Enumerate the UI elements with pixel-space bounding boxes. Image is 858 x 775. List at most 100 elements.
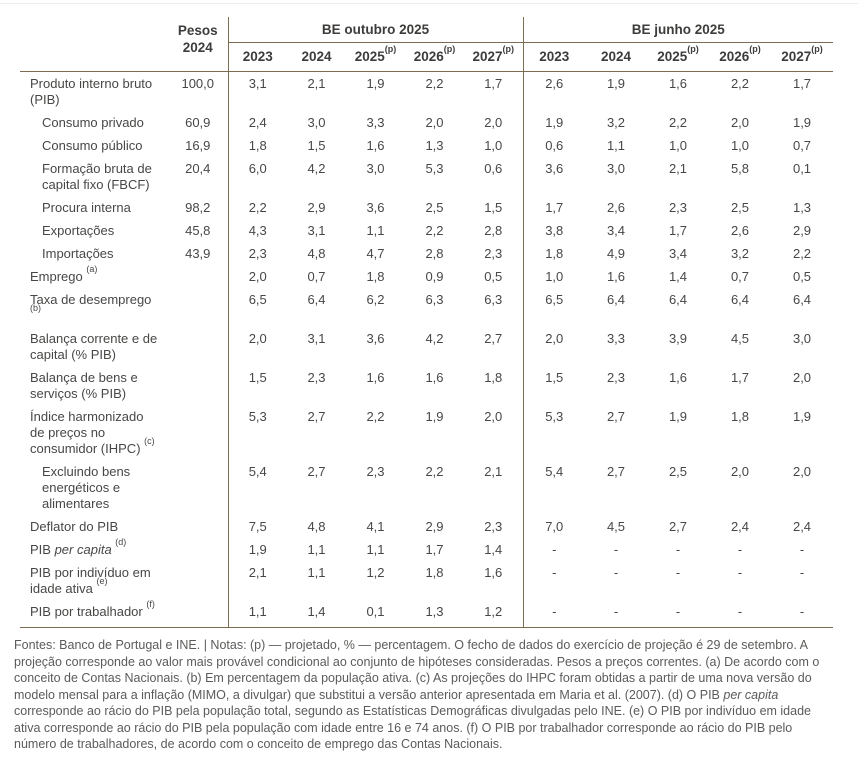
row-label: Balança de bens e serviços (% PIB) [30, 370, 138, 401]
projections-report: Pesos 2024 BE outubro 2025 BE junho 2025… [0, 4, 858, 753]
value-outubro-2026: 2,2 [425, 223, 444, 238]
value-junho-2025: - [675, 565, 681, 580]
value-outubro-2027: 1,2 [464, 600, 523, 628]
value-outubro-2027: 2,8 [484, 223, 503, 238]
value-outubro-2026: 1,8 [425, 565, 444, 580]
footnote-marker: (a) [86, 263, 98, 274]
value-outubro-2023: 1,1 [227, 600, 287, 628]
value-outubro-2026: 2,2 [425, 464, 444, 479]
value-junho-2025: 2,7 [668, 519, 688, 534]
value-junho-2025: 1,6 [668, 76, 688, 91]
footnote-marker: (e) [96, 575, 108, 586]
value-outubro-2026: 5,3 [425, 161, 444, 176]
value-outubro-2027: 2,1 [484, 464, 503, 479]
value-junho-2023: 1,0 [522, 265, 585, 288]
value-junho-2027: 1,7 [792, 76, 812, 91]
value-junho-2027: - [799, 542, 805, 557]
value-junho-2024: 3,4 [606, 223, 626, 238]
value-junho-2024: 3,2 [606, 115, 626, 130]
pesos-value [168, 600, 228, 628]
value-outubro-2027: 1,0 [484, 138, 503, 153]
value-outubro-2026: 2,8 [425, 246, 444, 261]
value-outubro-2027: 1,6 [484, 565, 503, 580]
value-outubro-2025: 2,3 [366, 464, 385, 479]
year-header-outubro-2025: 2025(p) [346, 42, 405, 72]
pesos-value: 100,0 [181, 76, 215, 91]
value-outubro-2026: 2,2 [425, 76, 444, 91]
footnote-marker: (p) [811, 43, 823, 54]
value-junho-2025: 6,4 [668, 292, 688, 307]
footnote-marker: (p) [384, 43, 397, 54]
pesos-value [168, 460, 228, 515]
year-header-outubro-2026: 2026(p) [405, 42, 464, 72]
be-outubro-2025-header: BE outubro 2025 [227, 17, 523, 43]
value-junho-2027: 0,5 [792, 269, 812, 284]
row-label: PIB por trabalhador (f) [20, 598, 168, 628]
table-row: Exportações 45,8 4,3 3,1 1,1 2,2 2,8 3,8 3,4 1,7 2… [20, 219, 833, 242]
value-junho-2027: 2,2 [792, 246, 812, 261]
value-outubro-2024: 2,1 [307, 76, 326, 91]
value-outubro-2023: 7,5 [227, 515, 287, 538]
value-junho-2026: 2,4 [730, 519, 750, 534]
value-outubro-2025: 3,3 [366, 115, 385, 130]
pesos-value: 45,8 [185, 223, 211, 238]
year-header-junho-2025: 2025(p) [647, 42, 709, 72]
value-outubro-2024: 1,4 [287, 600, 346, 628]
value-junho-2024: 2,7 [606, 409, 626, 424]
year-header-junho-2024: 2024 [585, 42, 647, 72]
value-outubro-2027: 2,7 [484, 331, 503, 346]
value-junho-2024: 4,5 [606, 519, 626, 534]
value-outubro-2025: 1,8 [366, 269, 385, 284]
value-junho-2023: - [522, 561, 585, 600]
year-header-junho-2023: 2023 [522, 42, 585, 72]
value-outubro-2025: 1,9 [366, 76, 385, 91]
value-junho-2027: 0,7 [792, 138, 812, 153]
value-outubro-2024: 1,1 [307, 565, 326, 580]
value-junho-2023: 5,3 [522, 405, 585, 460]
value-outubro-2025: 0,1 [346, 600, 405, 628]
value-outubro-2024: 2,7 [307, 464, 326, 479]
value-junho-2026: 2,2 [730, 76, 750, 91]
value-outubro-2027: 2,3 [484, 519, 503, 534]
value-outubro-2023: 2,0 [227, 265, 287, 288]
value-junho-2024: 1,9 [606, 76, 626, 91]
row-label: Consumo privado [42, 115, 144, 130]
value-outubro-2027: 0,5 [484, 269, 503, 284]
value-junho-2024: 4,9 [606, 246, 626, 261]
row-label: Deflator do PIB [30, 519, 119, 534]
value-outubro-2024: 2,3 [307, 370, 326, 385]
value-junho-2027: 2,4 [792, 519, 812, 534]
value-junho-2025: 2,1 [668, 161, 688, 176]
value-junho-2026: 2,0 [730, 115, 750, 130]
value-junho-2026: 1,0 [730, 138, 750, 153]
value-junho-2024: 2,6 [606, 200, 626, 215]
year-header-outubro-2023: 2023 [227, 42, 287, 72]
table-row: PIB per capita (d) 1,9 1,1 1,1 1,7 1,4 - - - - - [20, 537, 833, 561]
value-outubro-2026: 2,5 [425, 200, 444, 215]
row-label: Importações [42, 246, 114, 261]
value-outubro-2023: 6,5 [227, 288, 287, 327]
table-row: Taxa de desemprego (b) 6,5 6,4 6,2 6,3 6,3 6,5… [20, 288, 833, 327]
value-junho-2026: 0,7 [730, 269, 750, 284]
value-junho-2024: 2,7 [606, 464, 626, 479]
value-outubro-2024: 4,8 [307, 519, 326, 534]
value-outubro-2023: 3,1 [227, 71, 287, 111]
value-outubro-2023: 1,9 [227, 538, 287, 561]
value-outubro-2027: 1,7 [484, 76, 503, 91]
footnote-marker: (f) [146, 598, 155, 609]
value-outubro-2027: 1,8 [484, 370, 503, 385]
value-junho-2023: 2,6 [522, 71, 585, 111]
value-junho-2026: 2,5 [730, 200, 750, 215]
value-junho-2027: 1,9 [792, 409, 812, 424]
value-outubro-2025: 1,6 [366, 138, 385, 153]
table-row: Índice harmonizado de preços no consumid… [20, 405, 833, 460]
value-junho-2025: 1,9 [668, 409, 688, 424]
value-junho-2023: 1,9 [522, 111, 585, 134]
value-outubro-2023: 1,8 [227, 134, 287, 157]
footnote-segment: corresponde ao rácio do PIB pela populaç… [14, 704, 811, 751]
value-junho-2024: 6,4 [606, 292, 626, 307]
value-outubro-2025: 1,2 [366, 565, 385, 580]
value-junho-2027: 2,9 [792, 223, 812, 238]
value-outubro-2023: 5,3 [227, 405, 287, 460]
value-junho-2025: 1,6 [668, 370, 688, 385]
